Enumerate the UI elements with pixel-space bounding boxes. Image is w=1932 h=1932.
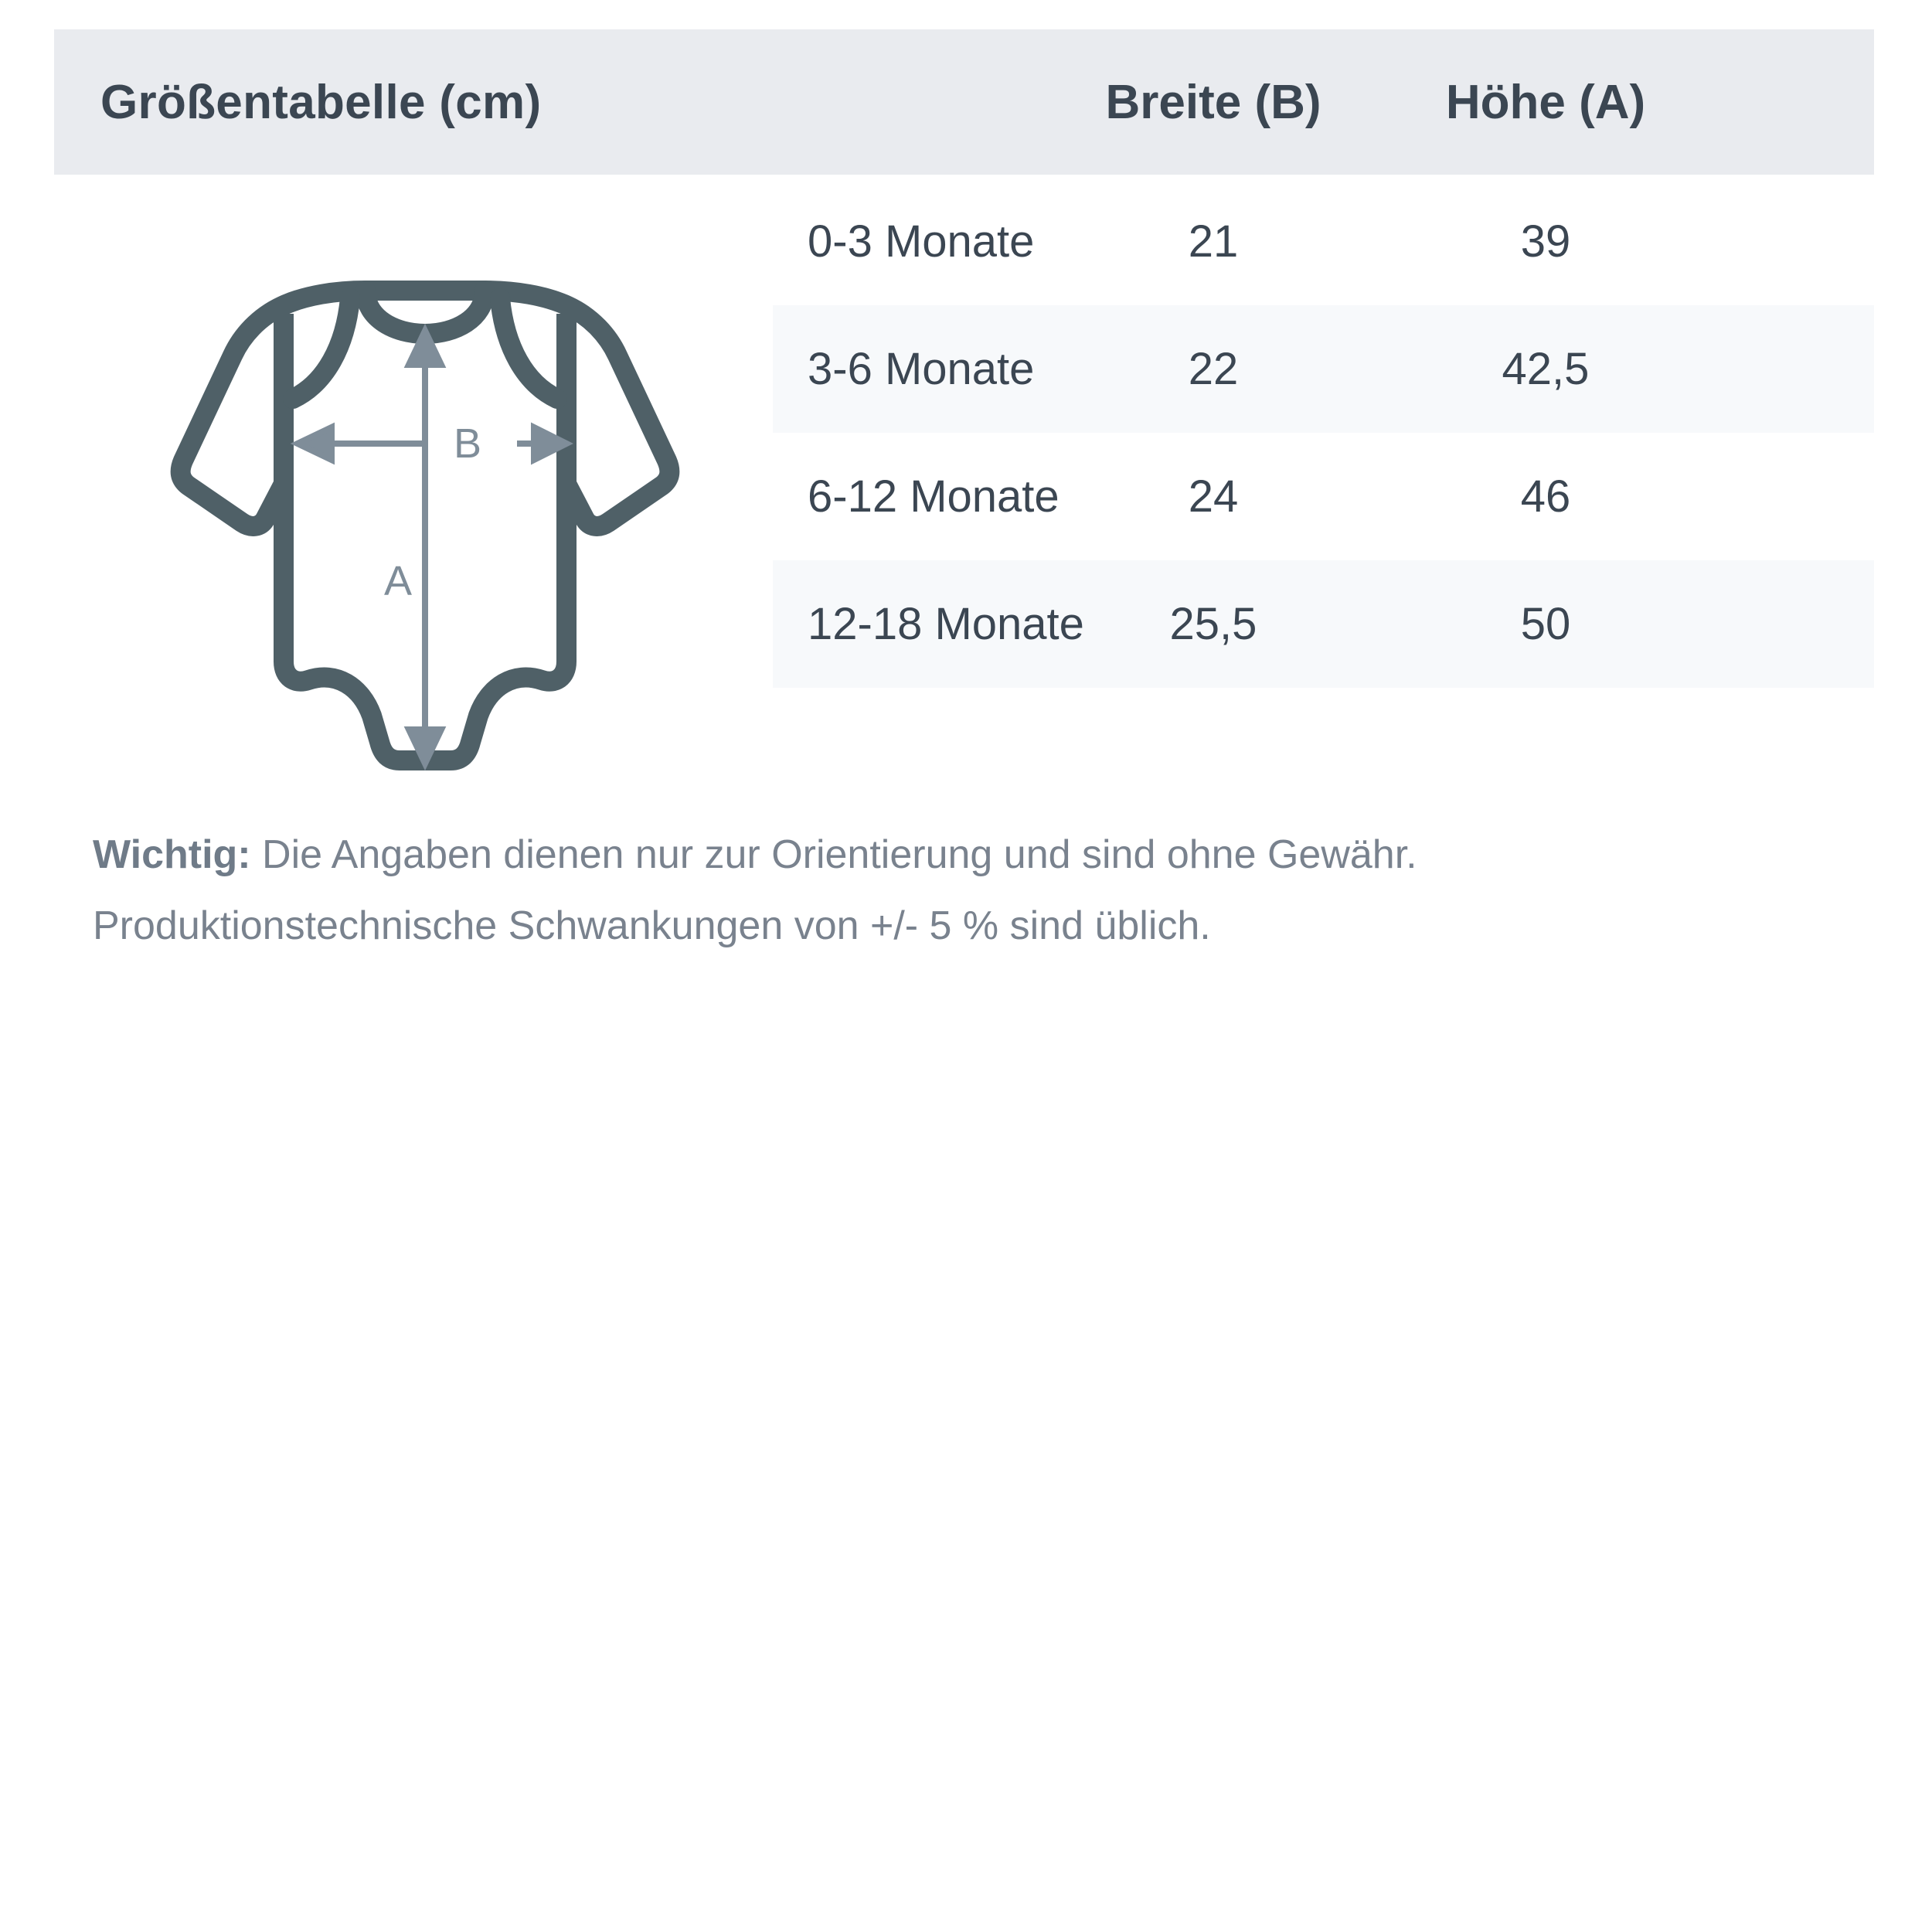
page-title: Größentabelle (cm) [100, 75, 542, 129]
column-header-width: Breite (B) [1105, 75, 1321, 129]
cell-width: 25,5 [1169, 599, 1257, 649]
cell-width: 21 [1188, 216, 1239, 267]
table-row: 12-18 Monate 25,5 50 [773, 560, 1874, 688]
height-label: A [384, 558, 412, 604]
table-row: 6-12 Monate 24 46 [773, 433, 1874, 560]
disclaimer-lead: Wichtig: [93, 832, 251, 877]
cell-height: 42,5 [1502, 344, 1590, 394]
disclaimer-line-2: Produktionstechnische Schwankungen von +… [93, 903, 1211, 948]
size-table: 0-3 Monate 21 39 3-6 Monate 22 42,5 6-12… [773, 178, 1874, 688]
cell-height: 46 [1520, 471, 1571, 522]
cell-size: 6-12 Monate [808, 471, 1060, 522]
disclaimer-line-1: Die Angaben dienen nur zur Orientierung … [250, 832, 1417, 877]
column-header-height: Höhe (A) [1445, 75, 1646, 129]
table-row: 0-3 Monate 21 39 [773, 178, 1874, 305]
cell-size: 0-3 Monate [808, 216, 1035, 267]
disclaimer-note: Wichtig: Die Angaben dienen nur zur Orie… [93, 819, 1855, 961]
cell-height: 39 [1520, 216, 1571, 267]
cell-height: 50 [1520, 599, 1571, 649]
cell-size: 3-6 Monate [808, 344, 1035, 394]
cell-size: 12-18 Monate [808, 599, 1084, 649]
width-label: B [454, 420, 481, 467]
bodysuit-illustration: B A [143, 247, 707, 811]
table-header-band [54, 29, 1874, 175]
cell-width: 24 [1188, 471, 1239, 522]
table-row: 3-6 Monate 22 42,5 [773, 305, 1874, 433]
cell-width: 22 [1188, 344, 1239, 394]
